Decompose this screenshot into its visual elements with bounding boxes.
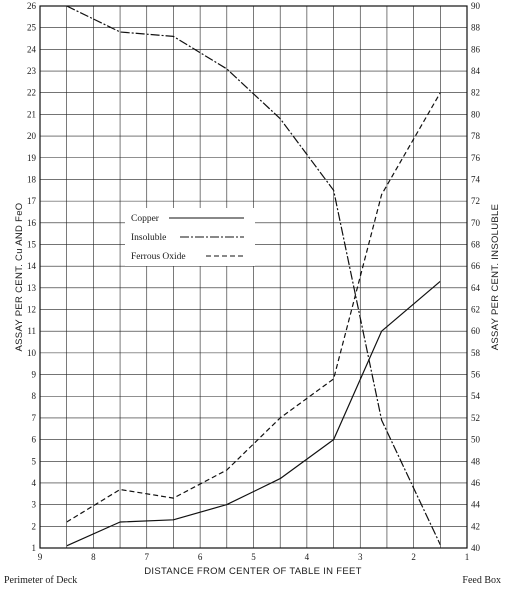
y-tick-label-left: 4 [32,478,37,488]
y-tick-label-left: 16 [27,218,37,228]
y-tick-label-left: 18 [27,174,37,184]
y-tick-label-right: 80 [471,109,481,119]
y-tick-label-right: 84 [471,66,481,76]
y-tick-label-right: 42 [471,521,480,531]
y-tick-label-left: 2 [32,521,37,531]
grid [39,5,468,549]
x-tick-label: 4 [305,552,310,562]
y-tick-label-right: 46 [471,478,481,488]
y-tick-label-left: 5 [32,456,37,466]
y-tick-label-left: 14 [27,261,37,271]
y-tick-label-right: 82 [471,88,480,98]
y-tick-label-right: 44 [471,500,481,510]
y-tick-label-left: 11 [27,326,36,336]
series-line-insoluble [66,5,441,545]
y-tick-label-left: 12 [27,305,36,315]
y-tick-label-right: 74 [471,174,481,184]
y-tick-label-left: 10 [27,348,37,358]
y-tick-label-right: 62 [471,305,480,315]
y-tick-label-right: 64 [471,283,481,293]
x-tick-label: 6 [198,552,203,562]
y-tick-label-right: 72 [471,196,480,206]
y-tick-label-left: 22 [27,88,36,98]
y-tick-label-right: 40 [471,543,481,553]
y-tick-label-right: 52 [471,413,480,423]
series-line-ferrous-oxide [66,92,441,523]
y-tick-label-right: 88 [471,23,481,33]
x-tick-label: 7 [145,552,150,562]
y-tick-label-left: 21 [27,109,36,119]
y-tick-label-right: 54 [471,391,481,401]
legend-label-copper: Copper [131,214,160,224]
y-tick-label-right: 50 [471,435,481,445]
y-tick-label-left: 3 [32,500,37,510]
y-tick-label-right: 90 [471,1,481,11]
y-tick-label-left: 8 [32,391,37,401]
perimeter-of-deck-label: Perimeter of Deck [4,575,77,586]
y-tick-label-right: 66 [471,261,481,271]
y-tick-label-left: 7 [32,413,37,423]
y-tick-label-right: 78 [471,131,481,141]
legend-label-insoluble: Insoluble [131,233,166,243]
y-tick-label-left: 15 [27,239,37,249]
y-tick-label-left: 23 [27,66,37,76]
y-tick-label-left: 26 [27,1,37,11]
y-tick-label-right: 68 [471,239,481,249]
feed-box-label: Feed Box [462,575,501,586]
y-tick-label-right: 70 [471,218,481,228]
y-tick-label-right: 58 [471,348,481,358]
series-layer [66,5,441,547]
x-tick-label: 3 [358,552,363,562]
y-tick-label-right: 60 [471,326,481,336]
y-tick-label-right: 48 [471,456,481,466]
x-tick-label: 8 [91,552,96,562]
y-axis-title-left: ASSAY PER CENT. Cu AND FeO [14,203,25,352]
x-tick-label: 2 [411,552,416,562]
y-tick-label-left: 20 [27,131,37,141]
plot-frame [39,5,468,549]
y-tick-label-left: 6 [32,435,37,445]
x-tick-label: 9 [38,552,43,562]
y-axis-title-right: ASSAY PER CENT. INSOLUBLE [490,204,501,351]
legend: Copper Insoluble Ferrous Oxide [125,208,255,266]
x-axis-title: DISTANCE FROM CENTER OF TABLE IN FEET [144,566,361,577]
y-tick-label-left: 9 [32,370,37,380]
y-tick-label-right: 86 [471,44,481,54]
y-tick-label-right: 56 [471,370,481,380]
legend-label-ferrous-oxide: Ferrous Oxide [131,252,186,262]
y-tick-label-left: 1 [32,543,37,553]
y-tick-label-left: 25 [27,23,37,33]
x-tick-label: 1 [465,552,470,562]
y-tick-label-left: 19 [27,153,37,163]
y-tick-label-left: 13 [27,283,37,293]
y-tick-label-right: 76 [471,153,481,163]
x-tick-label: 5 [251,552,256,562]
y-tick-label-left: 17 [27,196,37,206]
series-line-copper [66,280,441,547]
y-tick-label-left: 24 [27,44,37,54]
